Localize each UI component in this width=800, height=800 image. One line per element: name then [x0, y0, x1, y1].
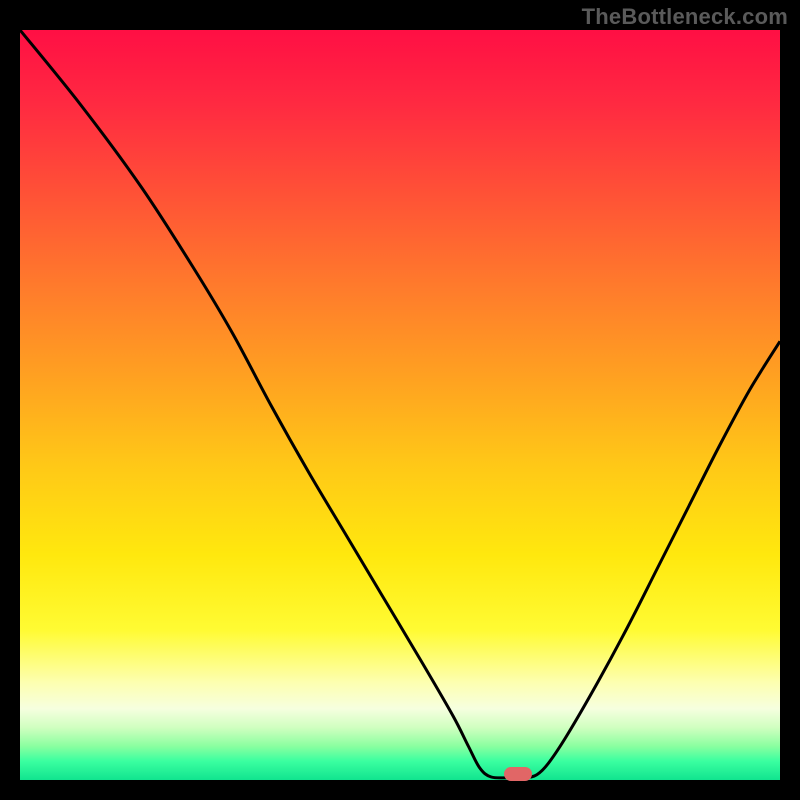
chart-curve — [20, 30, 780, 780]
chart-plot-area — [20, 30, 780, 780]
watermark-text: TheBottleneck.com — [582, 4, 788, 30]
bottleneck-marker — [504, 767, 532, 781]
